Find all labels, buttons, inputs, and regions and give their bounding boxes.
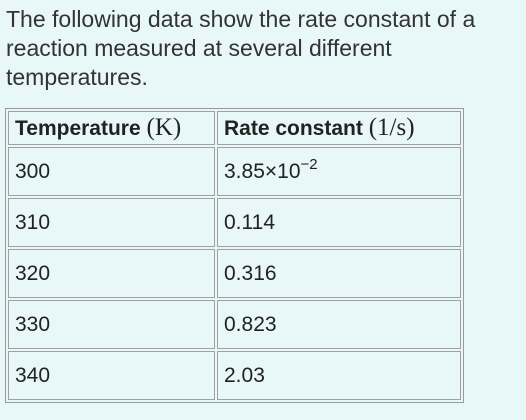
rate-constant-cell: 0.114	[217, 198, 461, 247]
rate-mantissa: 3.85×10	[224, 159, 301, 183]
temperature-header-label: Temperature	[15, 117, 141, 140]
rate-exponent: −2	[300, 155, 318, 173]
problem-statement: The following data show the rate constan…	[6, 5, 526, 92]
rate-constant-header: Rate constant (1/s)	[217, 111, 461, 145]
problem-line-3: temperatures.	[6, 64, 148, 90]
temperature-cell: 330	[8, 300, 215, 349]
temperature-header: Temperature (K)	[8, 111, 215, 145]
table-header-row: Temperature (K) Rate constant (1/s)	[8, 111, 461, 145]
rate-constant-cell: 3.85×10−2	[217, 147, 461, 196]
temperature-cell: 320	[8, 249, 215, 298]
problem-line-2: reaction measured at several different	[6, 35, 392, 61]
table-row: 330 0.823	[8, 300, 461, 349]
rate-constant-cell: 0.823	[217, 300, 461, 349]
table-row: 310 0.114	[8, 198, 461, 247]
temperature-cell: 300	[8, 147, 215, 196]
table-row: 320 0.316	[8, 249, 461, 298]
table-row: 340 2.03	[8, 351, 461, 400]
temperature-unit: (K)	[146, 114, 182, 141]
rate-constant-unit: (1/s)	[368, 114, 415, 141]
rate-constant-cell: 0.316	[217, 249, 461, 298]
rate-constant-header-label: Rate constant	[224, 117, 363, 140]
table-row: 300 3.85×10−2	[8, 147, 461, 196]
temperature-cell: 340	[8, 351, 215, 400]
data-table: Temperature (K) Rate constant (1/s) 300 …	[5, 108, 464, 403]
problem-line-1: The following data show the rate constan…	[6, 6, 476, 32]
temperature-cell: 310	[8, 198, 215, 247]
rate-constant-cell: 2.03	[217, 351, 461, 400]
